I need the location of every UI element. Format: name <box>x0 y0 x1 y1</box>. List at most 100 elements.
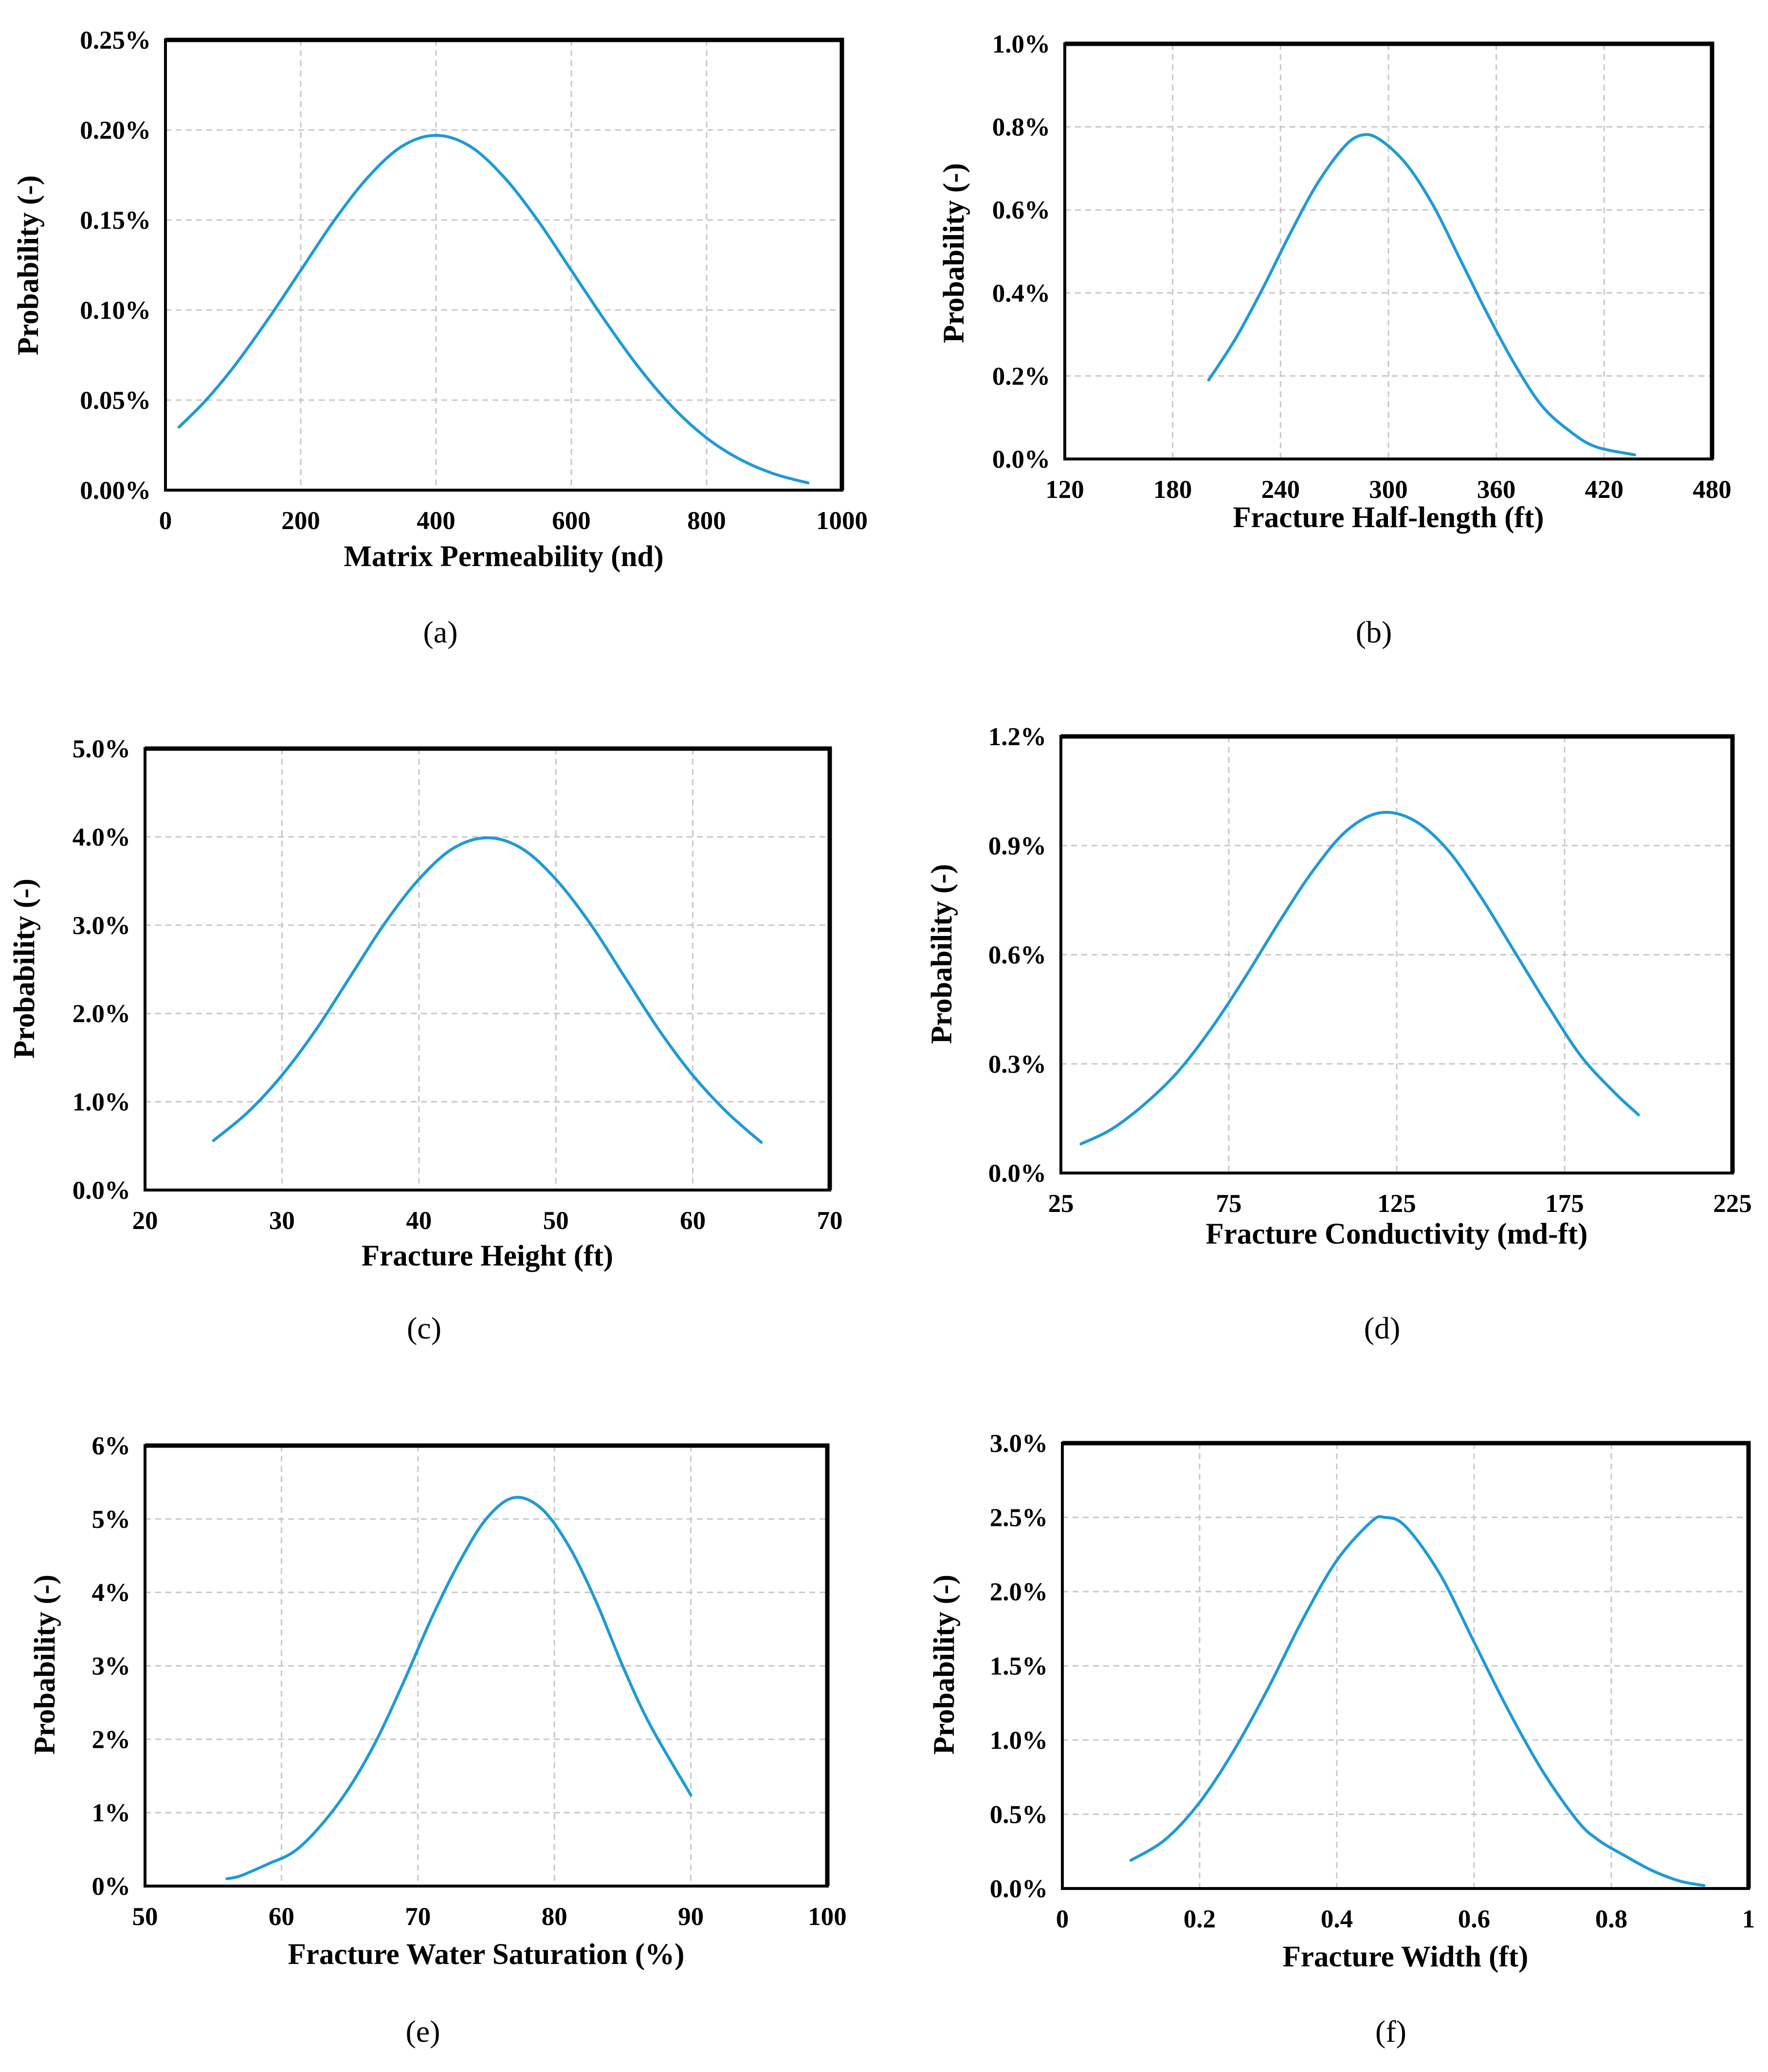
chart-d-x-axis-label: Fracture Conductivity (md-ft) <box>1206 1218 1588 1250</box>
chart-d-x-tick-label-2: 125 <box>1377 1190 1416 1218</box>
chart-b-y-tick-label-5: 1.0% <box>992 30 1050 58</box>
chart-e-x-tick-label-2: 70 <box>405 1903 431 1931</box>
chart-f-y-tick-label-1: 0.5% <box>990 1801 1048 1829</box>
chart-a-y-tick-label-4: 0.20% <box>80 116 151 145</box>
chart-e-series-line-0 <box>225 1496 693 1880</box>
chart-b-x-tick-label-6: 480 <box>1693 476 1732 504</box>
chart-e-caption: (e) <box>405 2014 440 2049</box>
chart-c-plot-frame <box>144 747 831 1192</box>
chart-c-x-axis-label: Fracture Height (ft) <box>362 1240 613 1272</box>
chart-e-plot-border <box>145 1443 830 1886</box>
chart-e-y-tick-label-4: 4% <box>92 1579 131 1607</box>
chart-a-x-tick-label-1: 200 <box>281 507 320 535</box>
chart-b-x-axis-label: Fracture Half-length (ft) <box>1233 501 1544 534</box>
chart-a-y-tick-label-2: 0.10% <box>80 296 151 325</box>
chart-c-caption: (c) <box>407 1311 441 1345</box>
chart-f-caption: (f) <box>1375 2014 1406 2049</box>
chart-f-y-tick-label-4: 2.0% <box>990 1578 1048 1606</box>
chart-d-plot-border <box>1061 734 1735 1173</box>
chart-a-plot-frame <box>164 38 843 492</box>
chart-b-x-tick-label-5: 420 <box>1585 476 1624 504</box>
chart-f-x-tick-label-3: 0.6 <box>1458 1905 1490 1933</box>
chart-a-x-tick-label-2: 400 <box>417 507 456 535</box>
chart-c-y-tick-label-3: 3.0% <box>73 912 130 940</box>
chart-a-y-tick-label-3: 0.15% <box>80 206 151 235</box>
chart-e-y-tick-label-6: 6% <box>92 1432 131 1460</box>
chart-d-y-tick-label-3: 0.9% <box>988 832 1046 860</box>
chart-d-x-tick-label-1: 75 <box>1216 1190 1242 1218</box>
chart-c-y-tick-label-2: 2.0% <box>73 1000 130 1028</box>
chart-a-x-tick-label-3: 600 <box>552 507 591 535</box>
chart-b-x-tick-label-2: 240 <box>1261 476 1300 504</box>
chart-f-y-tick-label-5: 2.5% <box>990 1504 1048 1532</box>
chart-e-y-tick-label-1: 1% <box>92 1799 131 1827</box>
chart-d-series-line-0 <box>1079 810 1640 1146</box>
chart-d-y-tick-label-0: 0.0% <box>988 1159 1046 1188</box>
chart-e-x-tick-label-0: 50 <box>132 1903 158 1931</box>
chart-d-y-tick-label-1: 0.3% <box>988 1050 1046 1079</box>
chart-c-y-tick-label-4: 4.0% <box>73 823 130 851</box>
chart-b-y-tick-label-4: 0.8% <box>992 113 1050 142</box>
chart-f-y-axis-label: Probability (-) <box>928 1575 961 1755</box>
chart-a-y-tick-label-1: 0.05% <box>80 386 151 415</box>
chart-a-plot-border <box>165 37 844 490</box>
chart-d-x-tick-label-3: 175 <box>1545 1190 1584 1218</box>
chart-c: 20 30 40 50 60 70 0.0% 1.0% 2.0% 3.0% 4.0% 5.0% Frac… <box>8 735 843 1345</box>
chart-c-x-tick-label-5: 70 <box>817 1207 843 1235</box>
chart-a-x-tick-label-0: 0 <box>159 507 172 535</box>
chart-d-y-tick-label-2: 0.6% <box>988 941 1046 970</box>
chart-b-x-tick-label-1: 180 <box>1153 476 1192 504</box>
chart-f-x-tick-label-4: 0.8 <box>1595 1905 1627 1933</box>
chart-b-y-tick-label-3: 0.6% <box>992 196 1050 224</box>
chart-f-x-axis-label: Fracture Width (ft) <box>1283 1941 1529 1973</box>
chart-d: 25 75 125 175 225 0.0% 0.3% 0.6% 0.9% 1.2% Fractur… <box>926 723 1752 1345</box>
chart-c-y-tick-label-0: 0.0% <box>73 1176 130 1205</box>
chart-f-y-tick-label-6: 3.0% <box>990 1430 1048 1458</box>
chart-f-x-tick-label-2: 0.4 <box>1321 1905 1353 1933</box>
chart-c-series-line-0 <box>212 836 763 1144</box>
chart-d-x-tick-label-4: 225 <box>1713 1190 1752 1218</box>
chart-f-x-tick-label-0: 0 <box>1056 1905 1069 1933</box>
chart-b-y-axis-label: Probability (-) <box>938 163 970 343</box>
chart-b-x-tick-label-3: 300 <box>1369 476 1408 504</box>
chart-f-x-tick-label-5: 1 <box>1742 1905 1755 1933</box>
chart-c-x-tick-label-0: 20 <box>132 1207 158 1235</box>
chart-f-series-line-0 <box>1130 1515 1706 1887</box>
chart-c-x-tick-label-1: 30 <box>269 1207 295 1235</box>
chart-c-x-tick-label-4: 60 <box>680 1207 706 1235</box>
chart-e-y-tick-label-2: 2% <box>92 1725 131 1754</box>
chart-e-y-axis-label: Probability (-) <box>29 1575 61 1755</box>
chart-e-x-tick-label-3: 80 <box>542 1903 567 1931</box>
chart-c-x-tick-label-3: 50 <box>543 1207 569 1235</box>
chart-b-caption: (b) <box>1356 615 1392 649</box>
chart-e: 50 60 70 80 90 100 0% 1% 2% 3% 4% 5% 6% Fracture Wate… <box>29 1432 847 2049</box>
chart-a-y-tick-label-5: 0.25% <box>80 26 151 55</box>
chart-e-x-tick-label-1: 60 <box>269 1903 294 1931</box>
chart-d-caption: (d) <box>1364 1311 1401 1345</box>
chart-c-y-tick-label-5: 5.0% <box>73 735 130 763</box>
chart-a-series-line-0 <box>177 134 810 485</box>
chart-b: 120 180 240 300 360 420 480 0.0% 0.2% 0.4% 0.6% 0.8… <box>938 30 1732 649</box>
chart-f-y-tick-label-2: 1.0% <box>990 1726 1048 1755</box>
chart-b-y-tick-label-1: 0.2% <box>992 362 1050 390</box>
chart-a-x-tick-label-5: 1000 <box>816 507 868 535</box>
chart-a-caption: (a) <box>423 615 457 649</box>
chart-a-y-tick-label-0: 0.00% <box>80 477 151 505</box>
chart-d-y-axis-label: Probability (-) <box>926 864 958 1044</box>
chart-a-x-axis-label: Matrix Permeability (nd) <box>344 540 663 573</box>
chart-c-plot-border <box>145 746 832 1190</box>
chart-e-y-tick-label-0: 0% <box>92 1872 131 1901</box>
chart-c-y-tick-label-1: 1.0% <box>73 1088 130 1117</box>
chart-f-plot-border <box>1062 1441 1751 1889</box>
chart-a: 0 200 400 600 800 1000 0.00% 0.05% 0.10% 0.15% 0.2… <box>12 26 868 649</box>
chart-e-x-tick-label-5: 100 <box>808 1903 847 1931</box>
chart-c-x-tick-label-2: 40 <box>406 1207 432 1235</box>
chart-a-y-axis-label: Probability (-) <box>12 175 45 355</box>
chart-e-y-tick-label-3: 3% <box>92 1652 131 1681</box>
chart-b-x-tick-label-4: 360 <box>1477 476 1516 504</box>
chart-b-series-line-0 <box>1207 133 1637 457</box>
chart-f: 0 0.2 0.4 0.6 0.8 1 0.0% 0.5% 1.0% 1.5% 2.0% 2.5% 3.… <box>928 1430 1755 2049</box>
chart-b-y-tick-label-0: 0.0% <box>992 445 1050 474</box>
chart-e-x-axis-label: Fracture Water Saturation (%) <box>288 1938 685 1971</box>
chart-b-y-tick-label-2: 0.4% <box>992 279 1050 308</box>
